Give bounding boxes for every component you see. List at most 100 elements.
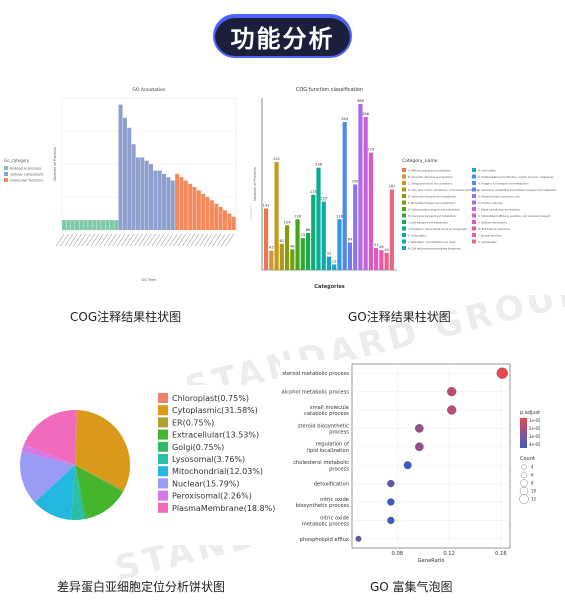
bar	[353, 184, 358, 270]
data-label: 273	[367, 148, 374, 152]
data-label: 45	[269, 246, 274, 250]
chart-title: COG function classification	[296, 87, 363, 93]
legend-entry: P: Inorganic ion transport and metabolis…	[478, 183, 529, 186]
tick-label	[129, 233, 139, 247]
data-label: 64	[348, 237, 353, 241]
bar	[179, 177, 184, 230]
data-label: 118	[294, 214, 302, 218]
bar	[201, 193, 206, 230]
legend-swatch	[4, 172, 8, 176]
data-label: 31	[327, 252, 332, 256]
legend-swatch	[158, 417, 168, 428]
legend-entry: Z: Cytoskeleton	[478, 241, 497, 244]
tick-label	[177, 233, 187, 247]
size-legend-value: 6	[531, 473, 534, 478]
bar	[175, 173, 180, 230]
legend-swatch	[402, 207, 406, 211]
tick-label	[151, 233, 161, 247]
pie-slice	[34, 465, 75, 520]
caption-go: GO注释结果柱状图	[348, 310, 451, 324]
color-legend-tick: 2e-05	[529, 426, 541, 431]
bar	[379, 250, 384, 270]
tick-label	[173, 233, 182, 247]
cog-classification-panel: COG function classification Number of Pro…	[252, 80, 565, 295]
x-axis-label: GeneRatio	[417, 558, 444, 564]
tick-label: 0.12	[443, 551, 455, 557]
pie-slice	[75, 465, 87, 520]
data-label: 199	[352, 179, 360, 183]
bar	[384, 252, 389, 270]
tick-label	[199, 233, 208, 247]
bar	[300, 238, 305, 270]
size-legend-circle	[519, 494, 529, 504]
category-label: alcohol metabolic process	[282, 390, 350, 396]
tick-label	[186, 233, 195, 247]
legend-swatch	[4, 178, 8, 182]
legend-swatch	[472, 213, 476, 218]
legend-swatch	[402, 174, 406, 179]
tick-label	[112, 233, 121, 247]
legend-swatch	[472, 220, 476, 224]
bar	[109, 220, 114, 230]
legend-entry: E: Amino acid transport and metabolism	[408, 196, 457, 199]
legend-swatch	[158, 466, 168, 477]
legend-swatch	[158, 478, 168, 489]
legend-entry: F: Nucleotide transport and metabolism	[408, 202, 456, 205]
bar	[227, 213, 232, 230]
bar	[140, 157, 145, 230]
bar	[105, 220, 110, 230]
data-label: 356	[362, 112, 370, 116]
bar	[274, 162, 279, 270]
legend-entry: Cytoplasmic(31.58%)	[172, 406, 258, 415]
data-label: 251	[273, 157, 280, 161]
legend-title: Category_name	[402, 158, 438, 164]
go-bubble-chart: steroid metabolic process alcohol metabol…	[282, 363, 541, 564]
bar	[368, 152, 373, 270]
caption-cog: COG注释结果柱状图	[70, 310, 182, 324]
go-annotation-chart: GO Annotation Number of Proteins GO Term Go…	[4, 87, 237, 282]
bar	[321, 201, 326, 270]
legend-entry: R: General function prediction only	[478, 196, 520, 199]
bar	[166, 177, 171, 230]
legend-entry: C: Energy production and conversion	[408, 183, 453, 186]
legend-entry: D: Cell cycle control, cell division, ch…	[408, 189, 480, 192]
tick-label	[155, 233, 165, 247]
tick-label: 0.16	[495, 551, 507, 557]
data-label: 61	[280, 239, 285, 243]
category-label: biosynthetic process	[296, 503, 350, 509]
tick-label	[216, 233, 226, 247]
data-label: 46	[379, 245, 384, 249]
cog-classification-chart: COG function classification Number of Pro…	[253, 87, 557, 290]
legend-entry: K: Transcription	[408, 235, 427, 238]
legend-swatch	[158, 429, 168, 440]
bar	[389, 189, 394, 270]
bubble	[447, 405, 457, 415]
bar	[342, 122, 347, 270]
legend-swatch	[472, 181, 476, 185]
caption-pie: 差异蛋白亚细胞定位分析饼状图	[57, 580, 226, 594]
legend-swatch	[402, 200, 406, 205]
data-label: 40	[384, 248, 389, 252]
color-legend-tick: 4e-05	[529, 442, 541, 447]
category-label: metabolic process	[302, 522, 350, 528]
bar	[135, 157, 140, 230]
category-label: steroid biosynthetic	[298, 423, 349, 429]
tick-label	[195, 233, 204, 247]
category-label: phospholipid efflux	[300, 537, 349, 543]
legend-swatch	[158, 490, 168, 501]
tick-label	[68, 233, 78, 247]
bar	[157, 170, 162, 230]
legend-swatch	[158, 454, 168, 464]
legend-entry: M: Cell wall/membrane/envelope biogenesi…	[408, 248, 462, 251]
tick-label	[212, 233, 222, 247]
color-legend-bar	[520, 418, 527, 448]
bar	[92, 220, 97, 230]
category-label: cholesterol metabolic	[293, 460, 349, 466]
legend-swatch	[472, 168, 476, 172]
legend-swatch	[402, 220, 406, 224]
bar	[332, 264, 337, 270]
bar	[284, 225, 290, 270]
bubble	[387, 498, 395, 506]
subcellular-pie-panel: Chloroplast(0.75%) Cytoplasmic(31.58%) ER(…	[19, 385, 295, 545]
legend-swatch	[472, 239, 476, 244]
